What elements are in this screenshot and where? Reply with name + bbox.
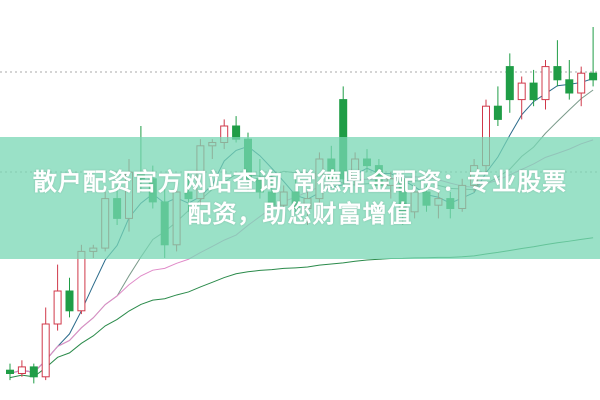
title-banner: 散户配资官方网站查询 常德鼎金配资：专业股票 配资，助您财富增值 — [0, 137, 600, 259]
candle-body-47 — [565, 79, 574, 94]
title-line-1: 散户配资官方网站查询 常德鼎金配资：专业股票 — [32, 168, 568, 196]
candle-body-44 — [529, 82, 538, 101]
candle-body-4 — [53, 290, 62, 325]
candle-body-48 — [577, 72, 586, 94]
candle-body-45 — [541, 66, 550, 101]
candle-body-2 — [29, 366, 38, 378]
candle-body-42 — [505, 66, 514, 101]
candle-body-5 — [65, 290, 74, 312]
candle-body-1 — [17, 366, 26, 374]
title-line-2: 配资，助您财富增值 — [187, 200, 413, 228]
candle-body-41 — [493, 105, 502, 120]
candle-body-46 — [553, 66, 562, 81]
candle-body-3 — [41, 323, 50, 378]
candle-body-0 — [6, 369, 14, 375]
candle-body-49 — [589, 72, 598, 81]
candle-body-43 — [517, 82, 526, 101]
candle-body-6 — [77, 250, 86, 312]
